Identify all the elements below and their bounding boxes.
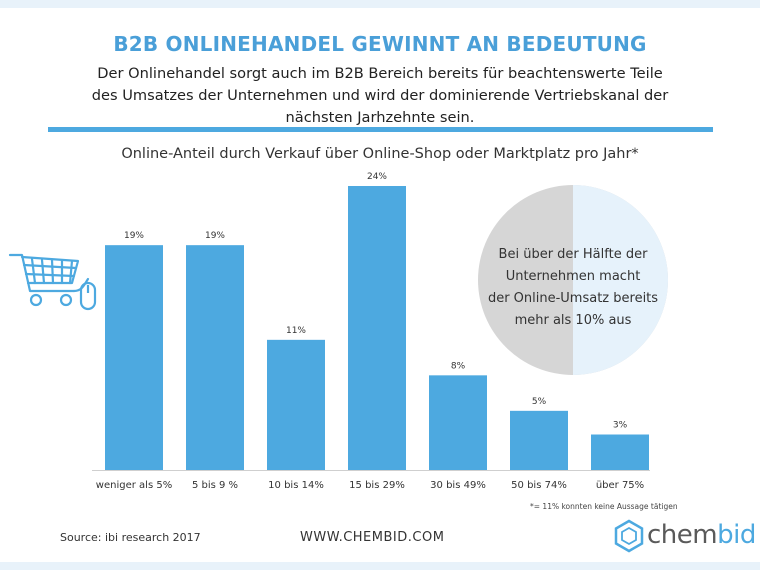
data-label: 3% [613,421,628,431]
chembid-logo: chembid [614,519,756,555]
data-label: 19% [205,231,225,241]
subtitle: Der Onlinehandel sorgt auch im B2B Berei… [60,63,700,129]
shopping-cart-icon [8,253,97,311]
bar [510,410,568,470]
bars [92,186,650,471]
callout-line: der Online-Umsatz bereits [487,291,659,306]
bar [267,339,325,470]
data-label: 24% [367,172,387,182]
subtitle-line: Der Onlinehandel sorgt auch im B2B Berei… [97,65,663,82]
category-label: 10 bis 14% [268,480,324,491]
website-link[interactable]: WWW.CHEMBID.COM [300,530,445,545]
mouse-icon [79,281,97,311]
subtitle-line: nächsten Jarhzehnte sein. [285,109,475,126]
divider [48,127,713,132]
category-label: 50 bis 74% [511,480,567,491]
source-note: Source: ibi research 2017 [60,531,201,544]
hexagon-logo-icon [614,519,644,553]
top-band [0,0,760,8]
logo-text: chembid [647,520,756,550]
logo-text-part2: bid [717,520,756,550]
chart-title: Online-Anteil durch Verkauf über Online-… [121,146,639,162]
data-label: 19% [124,231,144,241]
callout-text: Bei über der Hälfte der Unternehmen mach… [478,244,668,332]
labels: 19% weniger als 5% 19% 5 bis 9 % 11% 10 bis 1… [96,172,644,491]
bottom-band [0,562,760,570]
data-label: 5% [532,397,547,407]
category-label: weniger als 5% [96,480,172,491]
pie-share-slice [573,185,668,375]
callout-line: mehr als 10% aus [514,313,632,328]
bar [429,375,487,470]
callout-line: Bei über der Hälfte der [498,247,648,262]
bar [348,186,406,470]
subtitle-line: des Umsatzes der Unternehmen und wird de… [91,87,669,104]
callout-line: Unternehmen macht [505,269,641,284]
bar [186,245,244,470]
bar [105,245,163,470]
category-label: 15 bis 29% [349,480,405,491]
category-label: 5 bis 9 % [192,480,238,491]
headline: B2B ONLINEHANDEL GEWINNT AN BEDEUTUNG [113,32,647,56]
logo-text-part1: chem [647,520,718,550]
footnote: *= 11% konnten keine Aussage tätigen [530,502,678,511]
category-label: über 75% [596,480,644,491]
data-label: 8% [451,361,466,371]
data-label: 11% [286,326,306,336]
bar [591,434,649,470]
callout-pie [478,185,668,375]
category-label: 30 bis 49% [430,480,486,491]
